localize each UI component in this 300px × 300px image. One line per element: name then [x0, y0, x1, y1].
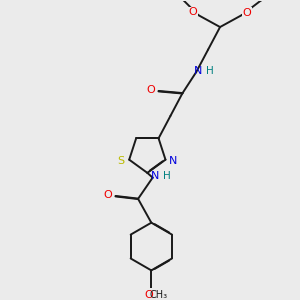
Text: O: O [147, 85, 155, 95]
Text: H: H [206, 66, 214, 76]
Text: H: H [164, 171, 171, 181]
Text: S: S [117, 156, 124, 166]
Text: O: O [243, 8, 251, 18]
Text: N: N [151, 171, 159, 181]
Text: O: O [104, 190, 112, 200]
Text: N: N [194, 66, 202, 76]
Text: CH₃: CH₃ [150, 290, 168, 300]
Text: N: N [169, 156, 177, 166]
Text: O: O [144, 290, 153, 300]
Text: O: O [189, 8, 197, 17]
